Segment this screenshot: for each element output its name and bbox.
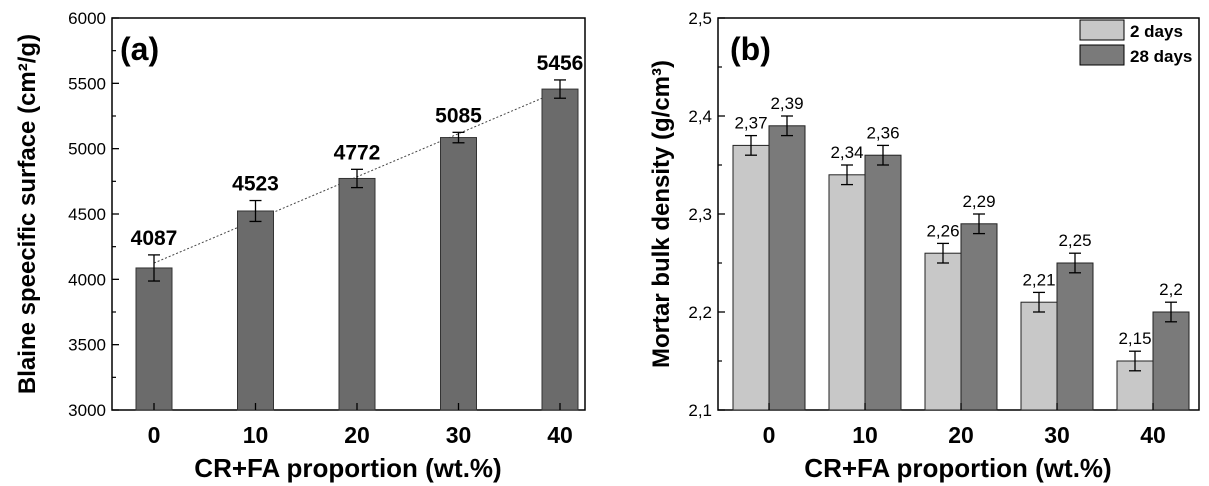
value-label-a: 5456 bbox=[537, 52, 584, 75]
x-tick-label-a: 40 bbox=[547, 422, 573, 448]
value-label-b-2-days: 2,34 bbox=[830, 143, 863, 162]
panel-label-b: (b) bbox=[730, 31, 771, 67]
value-label-b-28-days: 2,39 bbox=[770, 94, 803, 113]
x-tick-label-a: 20 bbox=[344, 422, 370, 448]
value-label-a: 4772 bbox=[334, 141, 381, 164]
x-tick-label-b: 0 bbox=[763, 422, 776, 448]
value-label-b-28-days: 2,36 bbox=[866, 123, 899, 142]
value-label-b-2-days: 2,26 bbox=[926, 221, 959, 240]
bar-b-28-days bbox=[864, 154, 902, 411]
legend: 2 days 28 days bbox=[1079, 19, 1192, 66]
legend-swatch-28-days bbox=[1079, 44, 1125, 66]
y-tick-label-a: 3000 bbox=[68, 401, 106, 420]
bar-b-28-days bbox=[1056, 262, 1094, 411]
value-label-a: 4523 bbox=[232, 173, 279, 196]
x-tick-label-b: 40 bbox=[1140, 422, 1166, 448]
y-tick-label-a: 3500 bbox=[68, 336, 106, 355]
x-tick-label-a: 10 bbox=[243, 422, 269, 448]
bar-b-2-days bbox=[828, 174, 866, 411]
y-axis-label-a: Blaine speecific surface (cm²/g) bbox=[14, 34, 41, 394]
y-tick-label-a: 6000 bbox=[68, 9, 106, 28]
bar-a bbox=[135, 267, 173, 411]
bar-a bbox=[440, 137, 477, 411]
y-tick-label-a: 5000 bbox=[68, 140, 106, 159]
y-tick-label-b: 2,1 bbox=[688, 401, 712, 420]
y-tick-label-a: 4000 bbox=[68, 270, 106, 289]
bar-b-28-days bbox=[960, 223, 998, 411]
y-tick-label-a: 5500 bbox=[68, 74, 106, 93]
bar-b-2-days bbox=[924, 252, 962, 411]
value-label-b-2-days: 2,15 bbox=[1118, 329, 1151, 348]
legend-label-2-days: 2 days bbox=[1130, 22, 1183, 41]
bar-a bbox=[338, 177, 376, 411]
x-tick-label-b: 30 bbox=[1044, 422, 1070, 448]
legend-label-28-days: 28 days bbox=[1130, 47, 1192, 66]
x-axis-label-b: CR+FA proportion (wt.%) bbox=[804, 453, 1111, 483]
y-tick-label-b: 2,4 bbox=[688, 107, 712, 126]
value-label-a: 5085 bbox=[435, 104, 482, 127]
value-label-a: 4087 bbox=[131, 227, 178, 250]
x-tick-label-b: 10 bbox=[852, 422, 878, 448]
y-tick-label-b: 2,3 bbox=[688, 205, 712, 224]
value-label-b-28-days: 2,25 bbox=[1058, 231, 1091, 250]
value-label-b-28-days: 2,2 bbox=[1159, 280, 1183, 299]
value-label-b-28-days: 2,29 bbox=[962, 192, 995, 211]
panel-b: (b) 2,372,39 2,342,36 2,262,29 2,21 2,25 2,15… bbox=[648, 9, 1200, 483]
panel-label-a: (a) bbox=[120, 31, 159, 67]
y-tick-label-a: 4500 bbox=[68, 205, 106, 224]
x-axis-label-a: CR+FA proportion (wt.%) bbox=[194, 453, 501, 483]
bar-b-28-days bbox=[768, 125, 806, 411]
value-label-b-2-days: 2,21 bbox=[1022, 270, 1055, 289]
y-tick-label-b: 2,5 bbox=[688, 9, 712, 28]
x-tick-label-a: 30 bbox=[446, 422, 472, 448]
y-axis-label-b: Mortar bulk density (g/cm³) bbox=[648, 60, 675, 368]
value-label-b-2-days: 2,37 bbox=[734, 114, 767, 133]
panel-a: (a) 4087 4523 4772 5085 5456 3000 3500 4000 450… bbox=[14, 9, 586, 483]
bar-b-2-days bbox=[732, 144, 770, 411]
bar-b-2-days bbox=[1020, 301, 1058, 411]
bar-a bbox=[541, 88, 579, 411]
y-tick-label-b: 2,2 bbox=[688, 303, 712, 322]
x-tick-label-b: 20 bbox=[948, 422, 974, 448]
x-tick-label-a: 0 bbox=[148, 422, 161, 448]
legend-swatch-2-days bbox=[1079, 19, 1125, 41]
bar-a bbox=[237, 210, 274, 411]
bar-b-28-days bbox=[1152, 311, 1190, 411]
